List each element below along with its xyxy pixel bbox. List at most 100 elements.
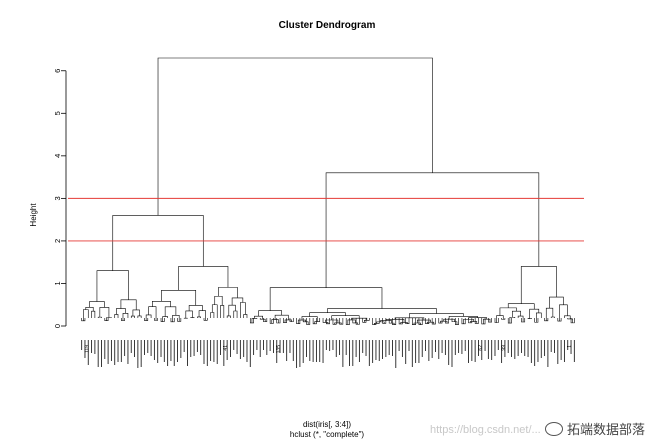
- dendrogram-branch: [426, 321, 435, 325]
- dendrogram-branch: [443, 318, 455, 322]
- dendrogram-branch: [550, 316, 555, 318]
- dendrogram-branch: [461, 318, 466, 325]
- y-tick-label: 0: [53, 324, 62, 328]
- dendrogram-branch: [283, 318, 287, 323]
- leaf-label: 41: [223, 345, 229, 351]
- dendrogram-branch: [557, 318, 562, 322]
- dendrogram-branch: [243, 314, 248, 318]
- dendrogram-branch: [211, 304, 218, 318]
- watermark-brand: 拓端数据部落: [566, 422, 645, 437]
- dendrogram-branch: [549, 296, 564, 309]
- dendrogram-branch: [494, 318, 499, 323]
- dendrogram-branch: [364, 318, 370, 323]
- dendrogram-branch: [327, 308, 437, 314]
- dendrogram-branch: [172, 314, 180, 322]
- dendrogram-branch: [469, 321, 478, 324]
- dendrogram-branch: [326, 318, 330, 325]
- dendrogram-branch: [218, 287, 238, 298]
- leaf-label: 119: [84, 345, 90, 353]
- dendrogram-branch: [99, 307, 110, 318]
- leaf-label: 62: [478, 345, 484, 351]
- dendrogram-branch: [226, 315, 231, 318]
- dendrogram-branch: [121, 318, 125, 321]
- dendrogram-branch: [132, 309, 140, 317]
- dendrogram-branch: [455, 318, 459, 325]
- y-tick-label: 2: [53, 239, 62, 243]
- y-tick-label: 3: [53, 196, 62, 200]
- y-tick-label: 4: [53, 154, 62, 158]
- dendrogram-branch: [214, 295, 223, 306]
- chart-title: Cluster Dendrogram: [279, 20, 376, 31]
- dendrogram-branch: [352, 318, 359, 325]
- dendrogram-branch: [416, 319, 431, 324]
- dendrogram-branch: [507, 303, 535, 310]
- dendrogram-branch: [306, 318, 311, 325]
- dendrogram-branch: [228, 304, 236, 316]
- y-tick-label: 5: [53, 111, 62, 115]
- dendrogram-branch: [120, 299, 137, 310]
- dendrogram-branch: [394, 317, 425, 321]
- dendrogram-branch: [509, 316, 516, 324]
- dendrogram-branch: [545, 307, 554, 321]
- dendrogram-branch: [501, 318, 506, 320]
- dendrogram-branch: [373, 318, 380, 325]
- dendrogram-branch: [96, 270, 129, 302]
- dendrogram-branch: [81, 318, 86, 322]
- dendrogram-branch: [570, 318, 575, 324]
- dendrogram-branch: [564, 315, 571, 319]
- dendrogram-branch: [137, 315, 142, 318]
- dendrogram-branch: [388, 318, 395, 325]
- dendrogram-branch: [104, 318, 109, 321]
- dendrogram-branch: [271, 319, 279, 324]
- dendrogram-branch: [106, 317, 112, 321]
- dendrogram-branch: [496, 315, 504, 323]
- dendrogram-branch: [97, 316, 102, 318]
- dendrogram-branch: [185, 310, 193, 319]
- dendrogram-branch: [481, 318, 486, 325]
- dendrogram-branch: [198, 310, 206, 321]
- dendrogram-branch: [160, 318, 165, 322]
- dendrogram-branch: [345, 318, 350, 325]
- leaf-label: 99: [501, 345, 507, 351]
- dendrogram-branch: [409, 313, 464, 318]
- dendrogram-branch: [398, 318, 403, 325]
- dendrogram-branch: [559, 304, 568, 322]
- leaf-label: 135: [276, 345, 282, 354]
- dendrogram-branch: [517, 315, 524, 322]
- dendrogram-branch: [392, 318, 397, 326]
- dendrogram-branch: [534, 318, 539, 323]
- y-tick-label: 6: [53, 69, 62, 73]
- dendrogram-branch: [164, 306, 177, 317]
- dendrogram-branch: [314, 318, 321, 324]
- dendrogram-branch: [499, 307, 517, 316]
- dendrogram-branch: [263, 318, 268, 323]
- leaf-label: 1: [567, 345, 573, 348]
- dendrogram-branch: [418, 318, 423, 326]
- dendrogram-branch: [302, 318, 309, 325]
- dendrogram-branch: [240, 302, 246, 318]
- dendrogram-branch: [269, 318, 274, 324]
- dendrogram-branch: [210, 312, 215, 318]
- dendrogram-branch: [512, 310, 521, 318]
- cut-lines: [68, 197, 584, 242]
- dendrogram-branch: [233, 310, 238, 318]
- dendrogram-branch: [440, 320, 448, 324]
- dendrogram-branch: [161, 290, 197, 306]
- dendrogram-branch: [483, 318, 491, 324]
- dendrogram-branch: [148, 306, 157, 321]
- dendrogram-branch: [188, 305, 203, 311]
- dendrogram-branch: [284, 319, 292, 323]
- dendrogram-branch: [289, 318, 294, 323]
- dendrogram-branch: [425, 318, 430, 324]
- y-axis: 0 1 2 3 4 5 6: [53, 69, 67, 328]
- watermark: 拓端数据部落: [544, 419, 645, 438]
- dendrogram-branch: [116, 308, 126, 315]
- dendrogram-branch: [145, 314, 152, 321]
- dendrogram-branch: [413, 322, 421, 325]
- dendrogram-branch: [325, 172, 540, 288]
- dendrogram-branch: [85, 306, 94, 312]
- dendrogram-branch: [334, 322, 342, 325]
- dendrogram-branch: [297, 319, 306, 324]
- dendrogram-branch: [527, 318, 532, 319]
